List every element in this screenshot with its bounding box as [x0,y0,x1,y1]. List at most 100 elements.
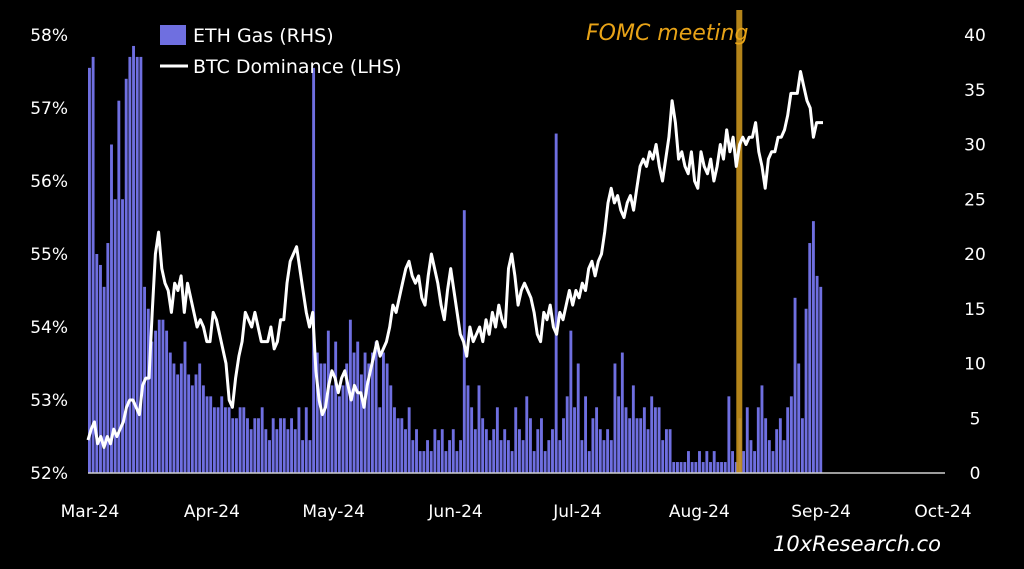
eth-gas-bar [330,385,334,473]
eth-gas-bar [562,418,565,473]
left-axis-tick-label: 56% [30,172,68,192]
eth-gas-bar [183,341,187,473]
left-axis-ticks: 52% 53% 54% 55% 56% 57% 58% [30,26,68,484]
eth-gas-bar [154,330,158,473]
eth-gas-bar [242,407,246,473]
fomc-meeting-marker [736,10,743,473]
right-axis-tick-label: 20 [964,245,986,265]
eth-gas-bar [88,67,91,473]
eth-gas-bar [172,363,176,473]
eth-gas-bar [628,418,632,473]
left-axis-tick-label: 57% [30,99,68,119]
eth-gas-bar [135,56,139,474]
eth-gas-bar [117,100,121,473]
eth-gas-bar [698,451,701,473]
eth-gas-bar [385,363,389,473]
eth-gas-bar [260,407,264,473]
left-axis-tick-label: 54% [30,318,68,338]
eth-gas-bar [341,385,345,473]
eth-gas-bar [382,352,385,473]
eth-gas-bar [139,56,143,474]
eth-gas-bar [286,429,290,473]
right-axis-tick-label: 25 [964,190,986,210]
eth-gas-bar [609,440,613,473]
eth-gas-bar [124,78,128,474]
eth-gas-bar [293,429,297,473]
eth-gas-bar [668,429,672,473]
eth-gas-bar [620,352,624,473]
eth-gas-bar [418,451,422,473]
eth-gas-bar [800,418,804,473]
eth-gas-bar [481,418,485,473]
eth-gas-bar [227,407,231,473]
eth-gas-bar [352,352,356,473]
x-axis-ticks: Mar-24 Apr-24 May-24 Jun-24 Jul-24 Aug-24 Sep-… [61,502,972,522]
eth-gas-bar [363,352,367,473]
eth-gas-bar [797,363,801,473]
eth-gas-bar [209,396,213,473]
eth-gas-bar [760,385,764,473]
eth-gas-bar [246,418,249,473]
eth-gas-bar [459,440,463,473]
eth-gas-bar [712,451,716,473]
eth-gas-bar [727,396,731,473]
eth-gas-bar [639,418,643,473]
eth-gas-bar [573,407,576,473]
eth-gas-bar [558,440,562,473]
eth-gas-bar [709,462,712,473]
eth-gas-bar [132,45,135,473]
eth-gas-bars [88,45,823,474]
left-axis-tick-label: 53% [30,391,68,411]
eth-gas-bar [271,418,275,473]
eth-gas-bar [547,440,551,473]
eth-gas-bar [190,385,194,473]
right-axis-tick-label: 0 [970,464,981,484]
eth-gas-bar [613,363,617,473]
eth-gas-bar [598,429,602,473]
eth-gas-bar [212,407,216,473]
eth-gas-bar [238,407,242,473]
eth-gas-bar [532,451,536,473]
eth-gas-bar [315,352,319,473]
eth-gas-bar [433,429,437,473]
eth-gas-bar [187,374,191,473]
left-axis-tick-label: 58% [30,26,68,46]
eth-gas-bar [179,363,183,473]
eth-gas-bar [301,440,305,473]
eth-gas-bar [720,462,723,473]
eth-gas-bar [808,243,812,473]
eth-gas-bar [495,407,499,473]
eth-gas-bar [128,56,132,474]
eth-gas-bar [664,429,668,473]
legend-label-eth-gas: ETH Gas (RHS) [193,25,334,47]
eth-gas-bar [279,418,282,473]
eth-gas-bar [168,352,172,473]
eth-gas-bar [404,429,407,473]
eth-gas-bar [657,407,661,473]
eth-gas-bar [466,385,470,473]
fomc-annotation-label: FOMC meeting [586,21,748,46]
eth-gas-bar [764,418,768,473]
eth-gas-bar [635,418,639,473]
eth-gas-bar [554,133,558,474]
source-label: 10xResearch.co [773,532,941,556]
eth-gas-bar [499,440,503,473]
eth-gas-bar [389,385,393,473]
eth-gas-bar [536,429,540,473]
eth-gas-bar [223,407,227,473]
eth-gas-bar [334,341,338,473]
eth-gas-bar [422,451,426,473]
eth-gas-bar [455,451,459,473]
eth-gas-bar [231,418,235,473]
eth-gas-bar [631,385,635,473]
eth-gas-bar [257,418,260,473]
eth-gas-bar [745,407,749,473]
eth-gas-bar [521,440,525,473]
x-axis-tick-label: Sep-24 [791,502,851,522]
legend-label-btc-dominance: BTC Dominance (LHS) [193,56,402,78]
eth-gas-bar [811,221,815,473]
eth-gas-bar [323,363,327,473]
eth-gas-bar [587,451,591,473]
eth-gas-bar [396,418,400,473]
eth-gas-bar [683,462,687,473]
